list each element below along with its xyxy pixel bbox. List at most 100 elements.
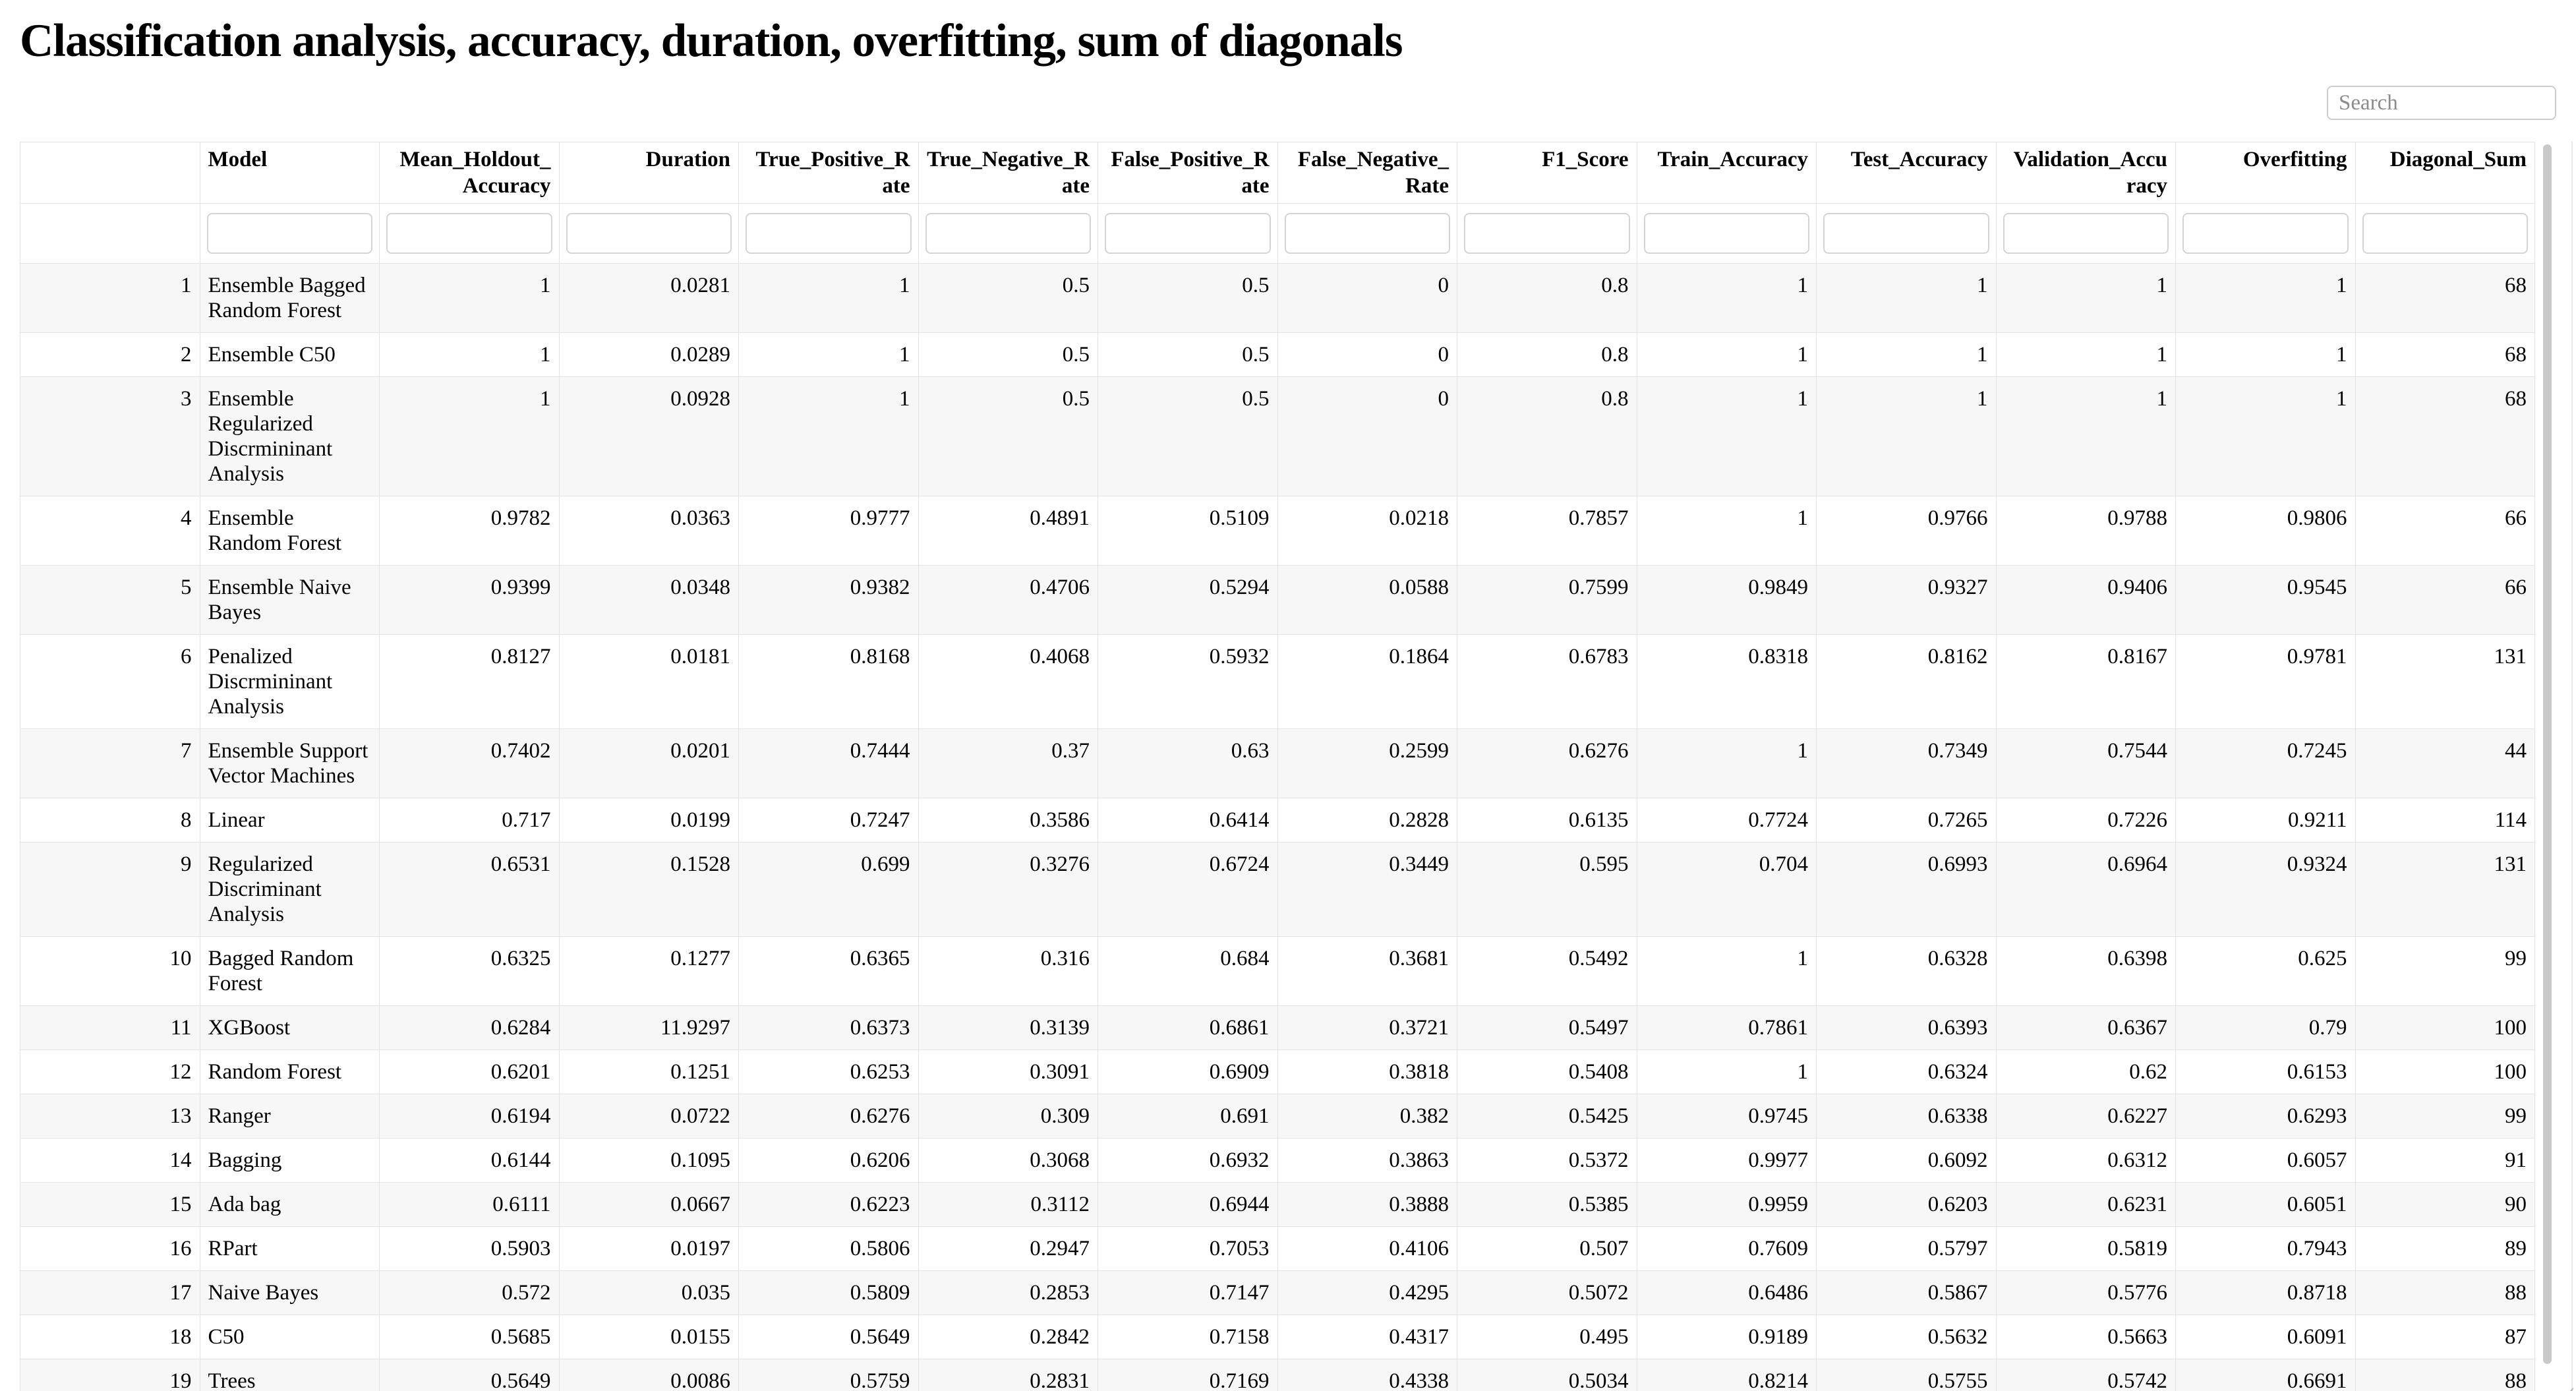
value-cell-duration: 0.1277 — [558, 936, 739, 1006]
value-cell-true-positive-rate: 0.5809 — [738, 1270, 919, 1315]
value-cell-overfitting: 0.6091 — [2175, 1315, 2356, 1359]
row-number: 7 — [20, 728, 200, 798]
column-header-train-accuracy[interactable]: Train_Accuracy — [1636, 142, 1817, 204]
value-cell-false-positive-rate: 0.684 — [1098, 936, 1278, 1006]
table-row: 19 Trees 0.5649 0.0086 0.5759 0.2831 0.7169 0.4… — [20, 1359, 2535, 1391]
value-cell-true-negative-rate: 0.2853 — [918, 1270, 1098, 1315]
search-input[interactable] — [2327, 86, 2556, 120]
column-header-overfitting[interactable]: Overfitting — [2175, 142, 2356, 204]
value-cell-train-accuracy: 0.7861 — [1636, 1005, 1817, 1050]
model-cell: Ada bag — [199, 1182, 380, 1227]
filter-input-false-positive-rate[interactable] — [1105, 213, 1271, 254]
value-cell-mean-holdout-accuracy: 0.6325 — [379, 936, 560, 1006]
filter-cell-empty — [20, 203, 200, 264]
value-cell-train-accuracy: 1 — [1636, 936, 1817, 1006]
value-cell-test-accuracy: 1 — [1816, 332, 1997, 377]
value-cell-true-negative-rate: 0.37 — [918, 728, 1098, 798]
value-cell-validation-accuracy: 0.62 — [1995, 1050, 2176, 1094]
value-cell-false-negative-rate: 0.4317 — [1277, 1315, 1457, 1359]
value-cell-diagonal-sum: 68 — [2355, 376, 2535, 496]
value-cell-validation-accuracy: 0.7226 — [1995, 798, 2176, 843]
filter-input-true-positive-rate[interactable] — [746, 213, 912, 254]
value-cell-false-negative-rate: 0 — [1277, 263, 1457, 333]
column-header-row-number[interactable] — [20, 142, 200, 204]
value-cell-false-negative-rate: 0.2828 — [1277, 798, 1457, 843]
value-cell-test-accuracy: 1 — [1816, 376, 1997, 496]
filter-input-duration[interactable] — [566, 213, 732, 254]
filter-input-true-negative-rate[interactable] — [925, 213, 1091, 254]
value-cell-train-accuracy: 0.704 — [1636, 842, 1817, 937]
column-header-mean-holdout-accuracy[interactable]: Mean_Holdout_Accuracy — [379, 142, 560, 204]
value-cell-false-positive-rate: 0.7158 — [1098, 1315, 1278, 1359]
filter-cell-true-negative-rate — [918, 203, 1098, 264]
value-cell-mean-holdout-accuracy: 0.6194 — [379, 1094, 560, 1139]
results-table-container: Model Mean_Holdout_Accuracy Duration True_P… — [20, 142, 2535, 1391]
model-cell: Trees — [199, 1359, 380, 1391]
resize-grip-icon[interactable] — [2555, 1386, 2573, 1391]
value-cell-true-negative-rate: 0.2842 — [918, 1315, 1098, 1359]
value-cell-overfitting: 0.6153 — [2175, 1050, 2356, 1094]
filter-cell-model — [199, 203, 380, 264]
column-header-true-negative-rate[interactable]: True_Negative_Rate — [918, 142, 1098, 204]
value-cell-f1-score: 0.8 — [1457, 332, 1637, 377]
value-cell-true-negative-rate: 0.4706 — [918, 565, 1098, 635]
value-cell-true-positive-rate: 0.6276 — [738, 1094, 919, 1139]
value-cell-diagonal-sum: 66 — [2355, 565, 2535, 635]
filter-input-model[interactable] — [206, 213, 372, 254]
value-cell-false-negative-rate: 0.3721 — [1277, 1005, 1457, 1050]
filter-row — [20, 203, 2535, 264]
filter-input-test-accuracy[interactable] — [1823, 213, 1989, 254]
value-cell-mean-holdout-accuracy: 0.6144 — [379, 1138, 560, 1183]
value-cell-test-accuracy: 0.6324 — [1816, 1050, 1997, 1094]
value-cell-true-positive-rate: 0.9777 — [738, 496, 919, 566]
column-header-f1-score[interactable]: F1_Score — [1457, 142, 1637, 204]
filter-cell-train-accuracy — [1636, 203, 1817, 264]
value-cell-false-negative-rate: 0.3818 — [1277, 1050, 1457, 1094]
filter-input-mean-holdout-accuracy[interactable] — [386, 213, 552, 254]
column-header-diagonal-sum[interactable]: Diagonal_Sum — [2355, 142, 2535, 204]
value-cell-test-accuracy: 0.6393 — [1816, 1005, 1997, 1050]
filter-input-overfitting[interactable] — [2182, 213, 2349, 254]
column-header-model[interactable]: Model — [199, 142, 380, 204]
value-cell-train-accuracy: 1 — [1636, 332, 1817, 377]
row-number: 9 — [20, 842, 200, 937]
table-row: 15 Ada bag 0.6111 0.0667 0.6223 0.3112 0.6944 0… — [20, 1182, 2535, 1227]
filter-input-validation-accuracy[interactable] — [2003, 213, 2169, 254]
filter-input-f1-score[interactable] — [1464, 213, 1630, 254]
filter-cell-mean-holdout-accuracy — [379, 203, 560, 264]
column-header-test-accuracy[interactable]: Test_Accuracy — [1816, 142, 1997, 204]
value-cell-false-negative-rate: 0.3888 — [1277, 1182, 1457, 1227]
value-cell-diagonal-sum: 100 — [2355, 1050, 2535, 1094]
column-header-true-positive-rate[interactable]: True_Positive_Rate — [738, 142, 919, 204]
header-row: Model Mean_Holdout_Accuracy Duration True_P… — [20, 142, 2535, 204]
value-cell-true-positive-rate: 0.5806 — [738, 1226, 919, 1271]
value-cell-duration: 0.0928 — [558, 376, 739, 496]
value-cell-true-negative-rate: 0.5 — [918, 376, 1098, 496]
column-header-false-positive-rate[interactable]: False_Positive_Rate — [1098, 142, 1278, 204]
value-cell-true-positive-rate: 0.6206 — [738, 1138, 919, 1183]
value-cell-true-negative-rate: 0.4068 — [918, 634, 1098, 729]
value-cell-train-accuracy: 0.7724 — [1636, 798, 1817, 843]
filter-cell-validation-accuracy — [1995, 203, 2176, 264]
value-cell-true-positive-rate: 0.6253 — [738, 1050, 919, 1094]
row-number: 8 — [20, 798, 200, 843]
column-header-validation-accuracy[interactable]: Validation_Accuracy — [1995, 142, 2176, 204]
value-cell-true-negative-rate: 0.309 — [918, 1094, 1098, 1139]
value-cell-overfitting: 1 — [2175, 263, 2356, 333]
value-cell-mean-holdout-accuracy: 0.6531 — [379, 842, 560, 937]
column-header-duration[interactable]: Duration — [558, 142, 739, 204]
value-cell-test-accuracy: 0.6092 — [1816, 1138, 1997, 1183]
value-cell-f1-score: 0.5034 — [1457, 1359, 1637, 1391]
column-header-false-negative-rate[interactable]: False_Negative_Rate — [1277, 142, 1457, 204]
value-cell-false-positive-rate: 0.5 — [1098, 263, 1278, 333]
value-cell-false-positive-rate: 0.5109 — [1098, 496, 1278, 566]
table-row: 9 Regularized Discriminant Analysis 0.6531… — [20, 842, 2535, 937]
filter-input-diagonal-sum[interactable] — [2362, 213, 2528, 254]
filter-input-false-negative-rate[interactable] — [1284, 213, 1450, 254]
vertical-scrollbar-thumb[interactable] — [2543, 144, 2552, 1364]
value-cell-false-negative-rate: 0.4295 — [1277, 1270, 1457, 1315]
value-cell-false-negative-rate: 0 — [1277, 376, 1457, 496]
filter-input-train-accuracy[interactable] — [1643, 213, 1809, 254]
value-cell-train-accuracy: 0.9959 — [1636, 1182, 1817, 1227]
value-cell-true-negative-rate: 0.5 — [918, 263, 1098, 333]
